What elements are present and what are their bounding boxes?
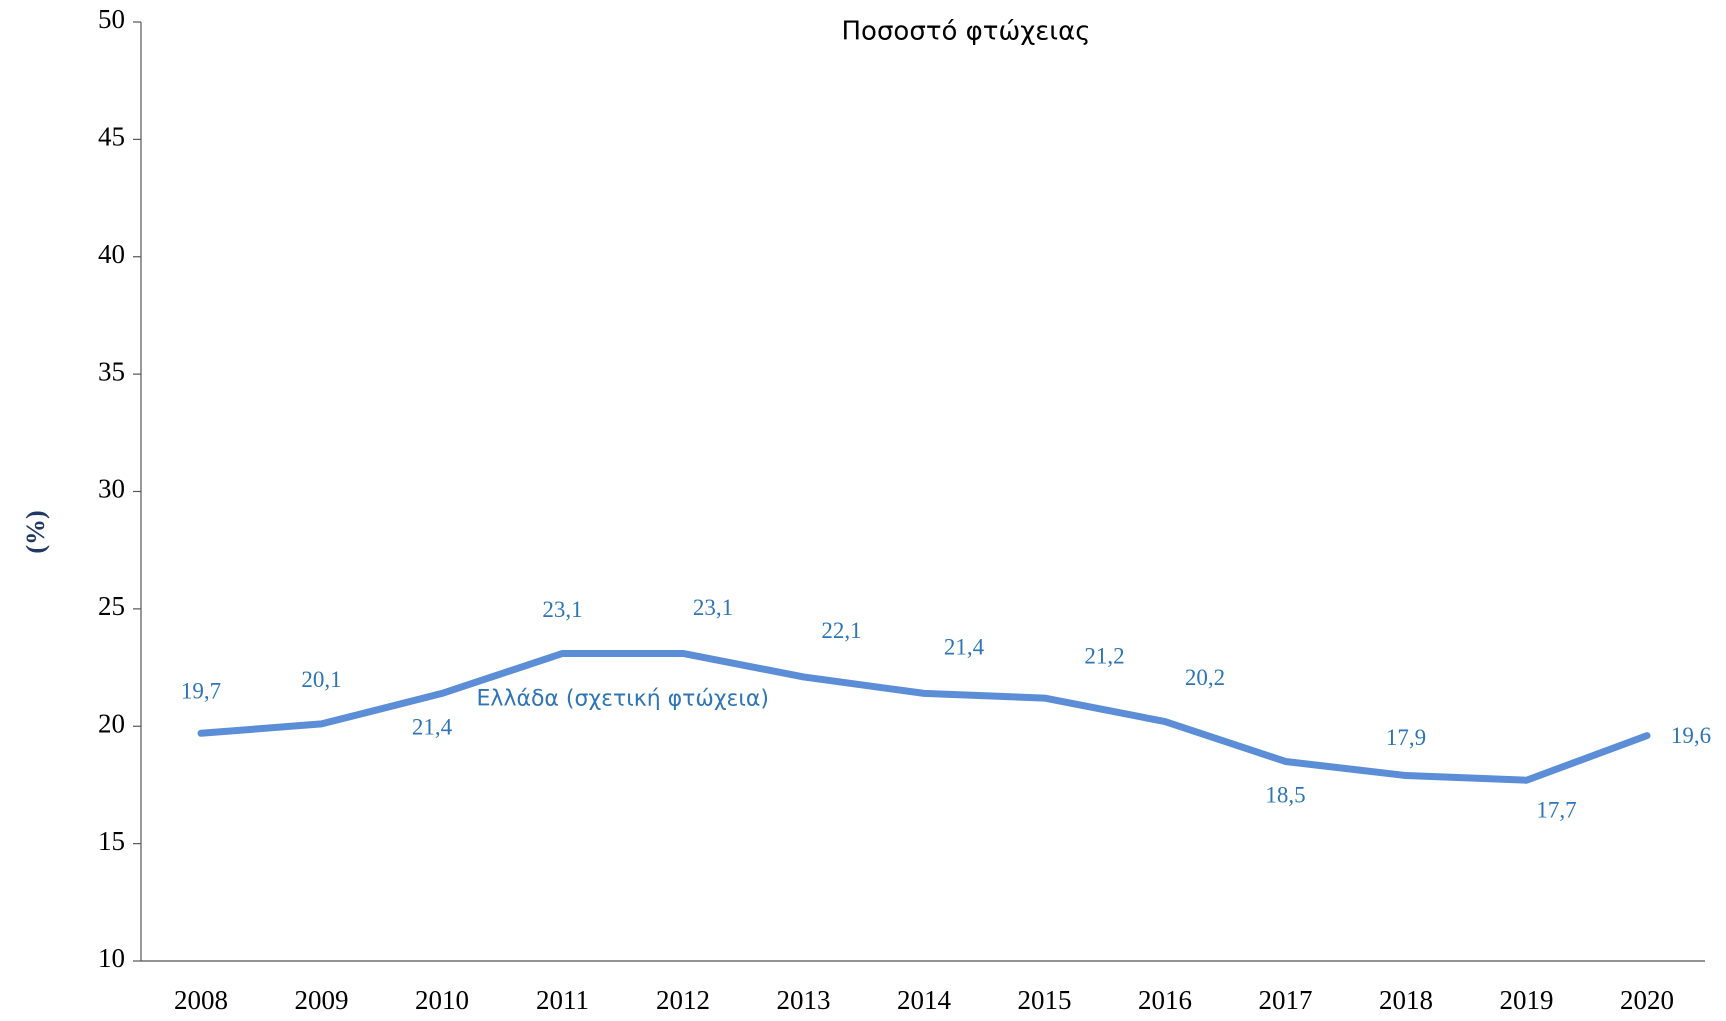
y-tick-label: 35	[98, 356, 125, 386]
data-label: 17,9	[1386, 725, 1426, 750]
x-tick-label: 2018	[1379, 985, 1433, 1015]
data-label: 23,1	[542, 597, 582, 622]
x-tick-label: 2014	[897, 985, 952, 1015]
data-label: 20,1	[301, 667, 341, 692]
x-tick-label: 2011	[536, 985, 589, 1015]
x-tick-label: 2009	[295, 985, 349, 1015]
data-label: 21,4	[944, 635, 985, 660]
data-label: 21,4	[412, 715, 453, 740]
y-tick-label: 15	[98, 826, 125, 856]
y-tick-label: 10	[98, 943, 125, 973]
x-tick-label: 2017	[1259, 985, 1313, 1015]
data-label: 22,1	[821, 618, 861, 643]
line-series	[197, 649, 1651, 784]
data-label: 19,6	[1671, 723, 1711, 748]
data-label: 18,5	[1265, 783, 1305, 808]
x-tick-label: 2012	[656, 985, 710, 1015]
x-tick-label: 2015	[1018, 985, 1072, 1015]
data-label: 21,2	[1084, 643, 1124, 668]
x-tick-label: 2008	[174, 985, 228, 1015]
y-tick-label: 50	[98, 4, 125, 34]
data-label: 20,2	[1185, 665, 1225, 690]
x-tick-label: 2010	[415, 985, 469, 1015]
y-tick-label: 30	[98, 474, 125, 504]
y-tick-label: 45	[98, 122, 125, 152]
y-tick-label: 40	[98, 239, 125, 269]
y-axis-label: (%)	[21, 510, 50, 553]
data-label: 19,7	[181, 679, 221, 704]
data-label: 23,1	[693, 595, 733, 620]
y-tick-label: 20	[98, 708, 125, 738]
y-tick-label: 25	[98, 591, 125, 621]
x-tick-label: 2019	[1500, 985, 1554, 1015]
data-label: 17,7	[1536, 798, 1576, 823]
chart-title: Ποσοστό φτώχειας	[842, 17, 1091, 47]
x-tick-label: 2013	[777, 985, 831, 1015]
series-label: Ελλάδα (σχετική φτώχεια)	[477, 686, 769, 711]
x-tick-label: 2016	[1138, 985, 1192, 1015]
x-tick-label: 2020	[1620, 985, 1674, 1015]
